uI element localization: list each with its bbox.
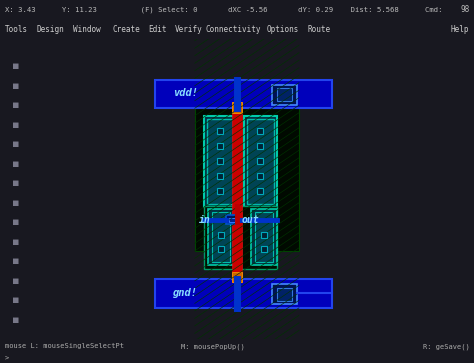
Text: ▪: ▪: [12, 217, 19, 227]
Bar: [255, 212, 273, 262]
Text: Window: Window: [73, 25, 100, 34]
Text: 98: 98: [460, 5, 469, 14]
Text: in: in: [199, 215, 210, 225]
Text: mouse L: mouseSingleSelectPt: mouse L: mouseSingleSelectPt: [5, 343, 124, 350]
Text: R: geSave(): R: geSave(): [422, 343, 469, 350]
Text: Verify: Verify: [174, 25, 202, 34]
Bar: [273, 284, 297, 304]
Bar: [247, 119, 273, 204]
Bar: [232, 102, 242, 282]
Text: ▪: ▪: [12, 61, 19, 71]
Text: out: out: [241, 215, 259, 225]
Bar: [251, 209, 277, 265]
Bar: [155, 80, 332, 108]
Bar: [211, 212, 230, 262]
Text: ▪: ▪: [12, 178, 19, 188]
Text: ▪: ▪: [12, 120, 19, 130]
Text: ▪: ▪: [12, 237, 19, 247]
Bar: [226, 215, 238, 224]
Bar: [207, 119, 234, 204]
Text: ▪: ▪: [12, 159, 19, 169]
Bar: [204, 206, 277, 269]
Bar: [232, 272, 242, 282]
Bar: [195, 107, 299, 251]
Text: Options: Options: [267, 25, 299, 34]
Text: Design: Design: [37, 25, 65, 34]
Bar: [204, 116, 237, 207]
Bar: [232, 102, 242, 113]
Text: Connectivity: Connectivity: [205, 25, 261, 34]
Text: ▪: ▪: [12, 198, 19, 208]
Bar: [277, 288, 292, 301]
Text: ▪: ▪: [12, 295, 19, 305]
Text: Edit: Edit: [148, 25, 167, 34]
Text: ▪: ▪: [12, 139, 19, 149]
Bar: [208, 209, 234, 265]
Bar: [273, 85, 297, 105]
Text: gnd!: gnd!: [173, 289, 198, 298]
Text: ▪: ▪: [12, 256, 19, 266]
Text: Help: Help: [451, 25, 469, 34]
Bar: [229, 217, 235, 222]
Text: ▪: ▪: [12, 315, 19, 325]
Text: Tools: Tools: [5, 25, 28, 34]
Bar: [277, 88, 292, 101]
Text: M: mousePopUp(): M: mousePopUp(): [182, 343, 245, 350]
Bar: [155, 280, 332, 308]
Text: X: 3.43      Y: 11.23          (F) Select: 0       dXC -5.56       dY: 0.29    D: X: 3.43 Y: 11.23 (F) Select: 0 dXC -5.56…: [5, 7, 442, 13]
Text: vdd!: vdd!: [173, 88, 198, 98]
Bar: [244, 116, 277, 207]
Text: >: >: [5, 356, 9, 362]
Text: Route: Route: [307, 25, 330, 34]
Text: ▪: ▪: [12, 81, 19, 91]
Text: Create: Create: [113, 25, 141, 34]
Text: ▪: ▪: [12, 100, 19, 110]
Text: ▪: ▪: [12, 276, 19, 286]
